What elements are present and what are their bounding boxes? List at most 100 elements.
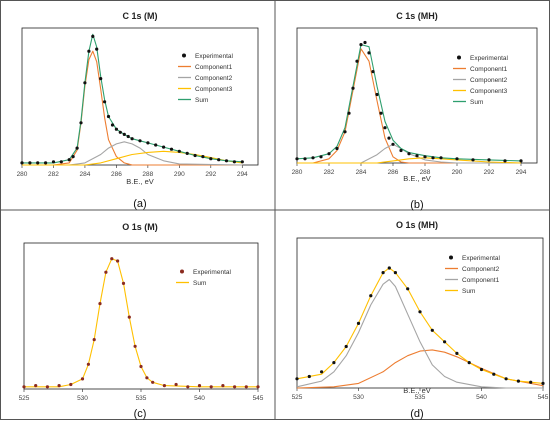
data-point [479, 367, 484, 372]
data-point [114, 127, 118, 131]
data-point [467, 361, 471, 365]
data-point [177, 149, 181, 153]
data-point [327, 152, 331, 156]
legend-label: Experimental [193, 269, 231, 276]
data-point [529, 380, 533, 384]
data-point [133, 344, 137, 348]
data-point [391, 142, 395, 146]
data-point [209, 385, 213, 389]
data-point [103, 100, 107, 104]
x-tick-label: 284 [356, 169, 367, 176]
data-point [367, 51, 371, 55]
data-point [34, 384, 38, 388]
data-point [83, 81, 87, 85]
panel-label: (c) [134, 408, 147, 420]
legend-label: Component1 [195, 64, 233, 71]
x-tick-label: 284 [80, 171, 91, 178]
data-point [541, 381, 545, 385]
data-point [69, 382, 73, 387]
legend-label: Experimental [462, 255, 500, 262]
legend-label: Component2 [195, 75, 233, 82]
data-point [407, 152, 411, 156]
data-point [106, 114, 111, 119]
data-point [343, 130, 347, 134]
data-point [375, 92, 379, 97]
x-tick-label: 535 [136, 395, 147, 402]
data-point [240, 160, 244, 164]
x-tick-label: 288 [142, 171, 153, 178]
legend-label: Experimental [195, 53, 233, 60]
legend-label: Component1 [462, 277, 500, 284]
data-point [387, 266, 391, 270]
data-point [197, 384, 202, 388]
data-point [256, 385, 260, 389]
x-tick-label: 292 [205, 171, 216, 178]
data-point [233, 385, 237, 389]
data-point [320, 370, 324, 374]
data-point [519, 159, 523, 163]
data-point [487, 158, 491, 162]
panel-2: C 1s (MH) 280 282 284 286 288 290 292 294 B.E., e… [292, 11, 538, 211]
data-point [430, 328, 434, 332]
x-tick-label: 530 [77, 395, 88, 402]
data-point [162, 145, 166, 149]
data-point [431, 156, 435, 160]
plot-area [296, 27, 538, 164]
chart-title: O 1s (MH) [396, 220, 438, 230]
data-point [381, 271, 385, 275]
data-point [104, 270, 108, 274]
x-tick-label: 290 [174, 171, 185, 178]
data-point [217, 158, 221, 162]
data-point [154, 143, 158, 147]
panel-label: (a) [133, 198, 146, 210]
data-point [99, 77, 103, 81]
series-line-component1 [22, 50, 243, 166]
legend-label: Sum [195, 97, 208, 104]
data-point [347, 111, 351, 115]
data-point [86, 362, 90, 366]
data-point [174, 382, 178, 387]
x-tick-label: 280 [292, 169, 303, 176]
data-point [127, 315, 131, 319]
legend-label: Sum [470, 99, 483, 106]
data-point [126, 134, 130, 139]
data-point [186, 385, 190, 389]
x-tick-label: 294 [237, 171, 248, 178]
series-line-component3 [22, 150, 243, 166]
x-tick-label: 282 [48, 171, 59, 178]
data-point [221, 384, 225, 388]
x-tick-label: 525 [19, 395, 30, 402]
legend-label: Component2 [462, 266, 500, 273]
data-point [244, 385, 248, 389]
data-point [363, 40, 367, 45]
data-point [110, 257, 114, 261]
data-point [122, 132, 126, 136]
data-point [28, 161, 32, 165]
data-point [151, 380, 155, 384]
chart-title: C 1s (M) [122, 11, 157, 21]
data-point [91, 34, 95, 39]
data-point [193, 153, 197, 158]
data-point [415, 154, 419, 158]
data-point [356, 321, 361, 325]
data-point [121, 281, 126, 285]
data-point [138, 139, 142, 143]
legend-marker-point [180, 269, 184, 274]
data-point [201, 155, 205, 159]
legend-marker-point [449, 255, 453, 260]
data-point [359, 43, 363, 47]
data-point [146, 141, 150, 145]
data-point [87, 49, 91, 53]
series-line-component2 [22, 141, 243, 166]
data-point [455, 351, 459, 355]
data-point [139, 364, 143, 369]
data-point [383, 126, 387, 130]
legend-label: Component3 [470, 88, 508, 95]
data-point [57, 384, 61, 388]
panel-1: C 1s (M) 280 282 284 286 288 290 292 294 B.E., eV… [17, 11, 259, 210]
data-point [311, 156, 315, 160]
chart-title: C 1s (MH) [396, 11, 438, 21]
x-tick-label: 535 [415, 394, 426, 401]
